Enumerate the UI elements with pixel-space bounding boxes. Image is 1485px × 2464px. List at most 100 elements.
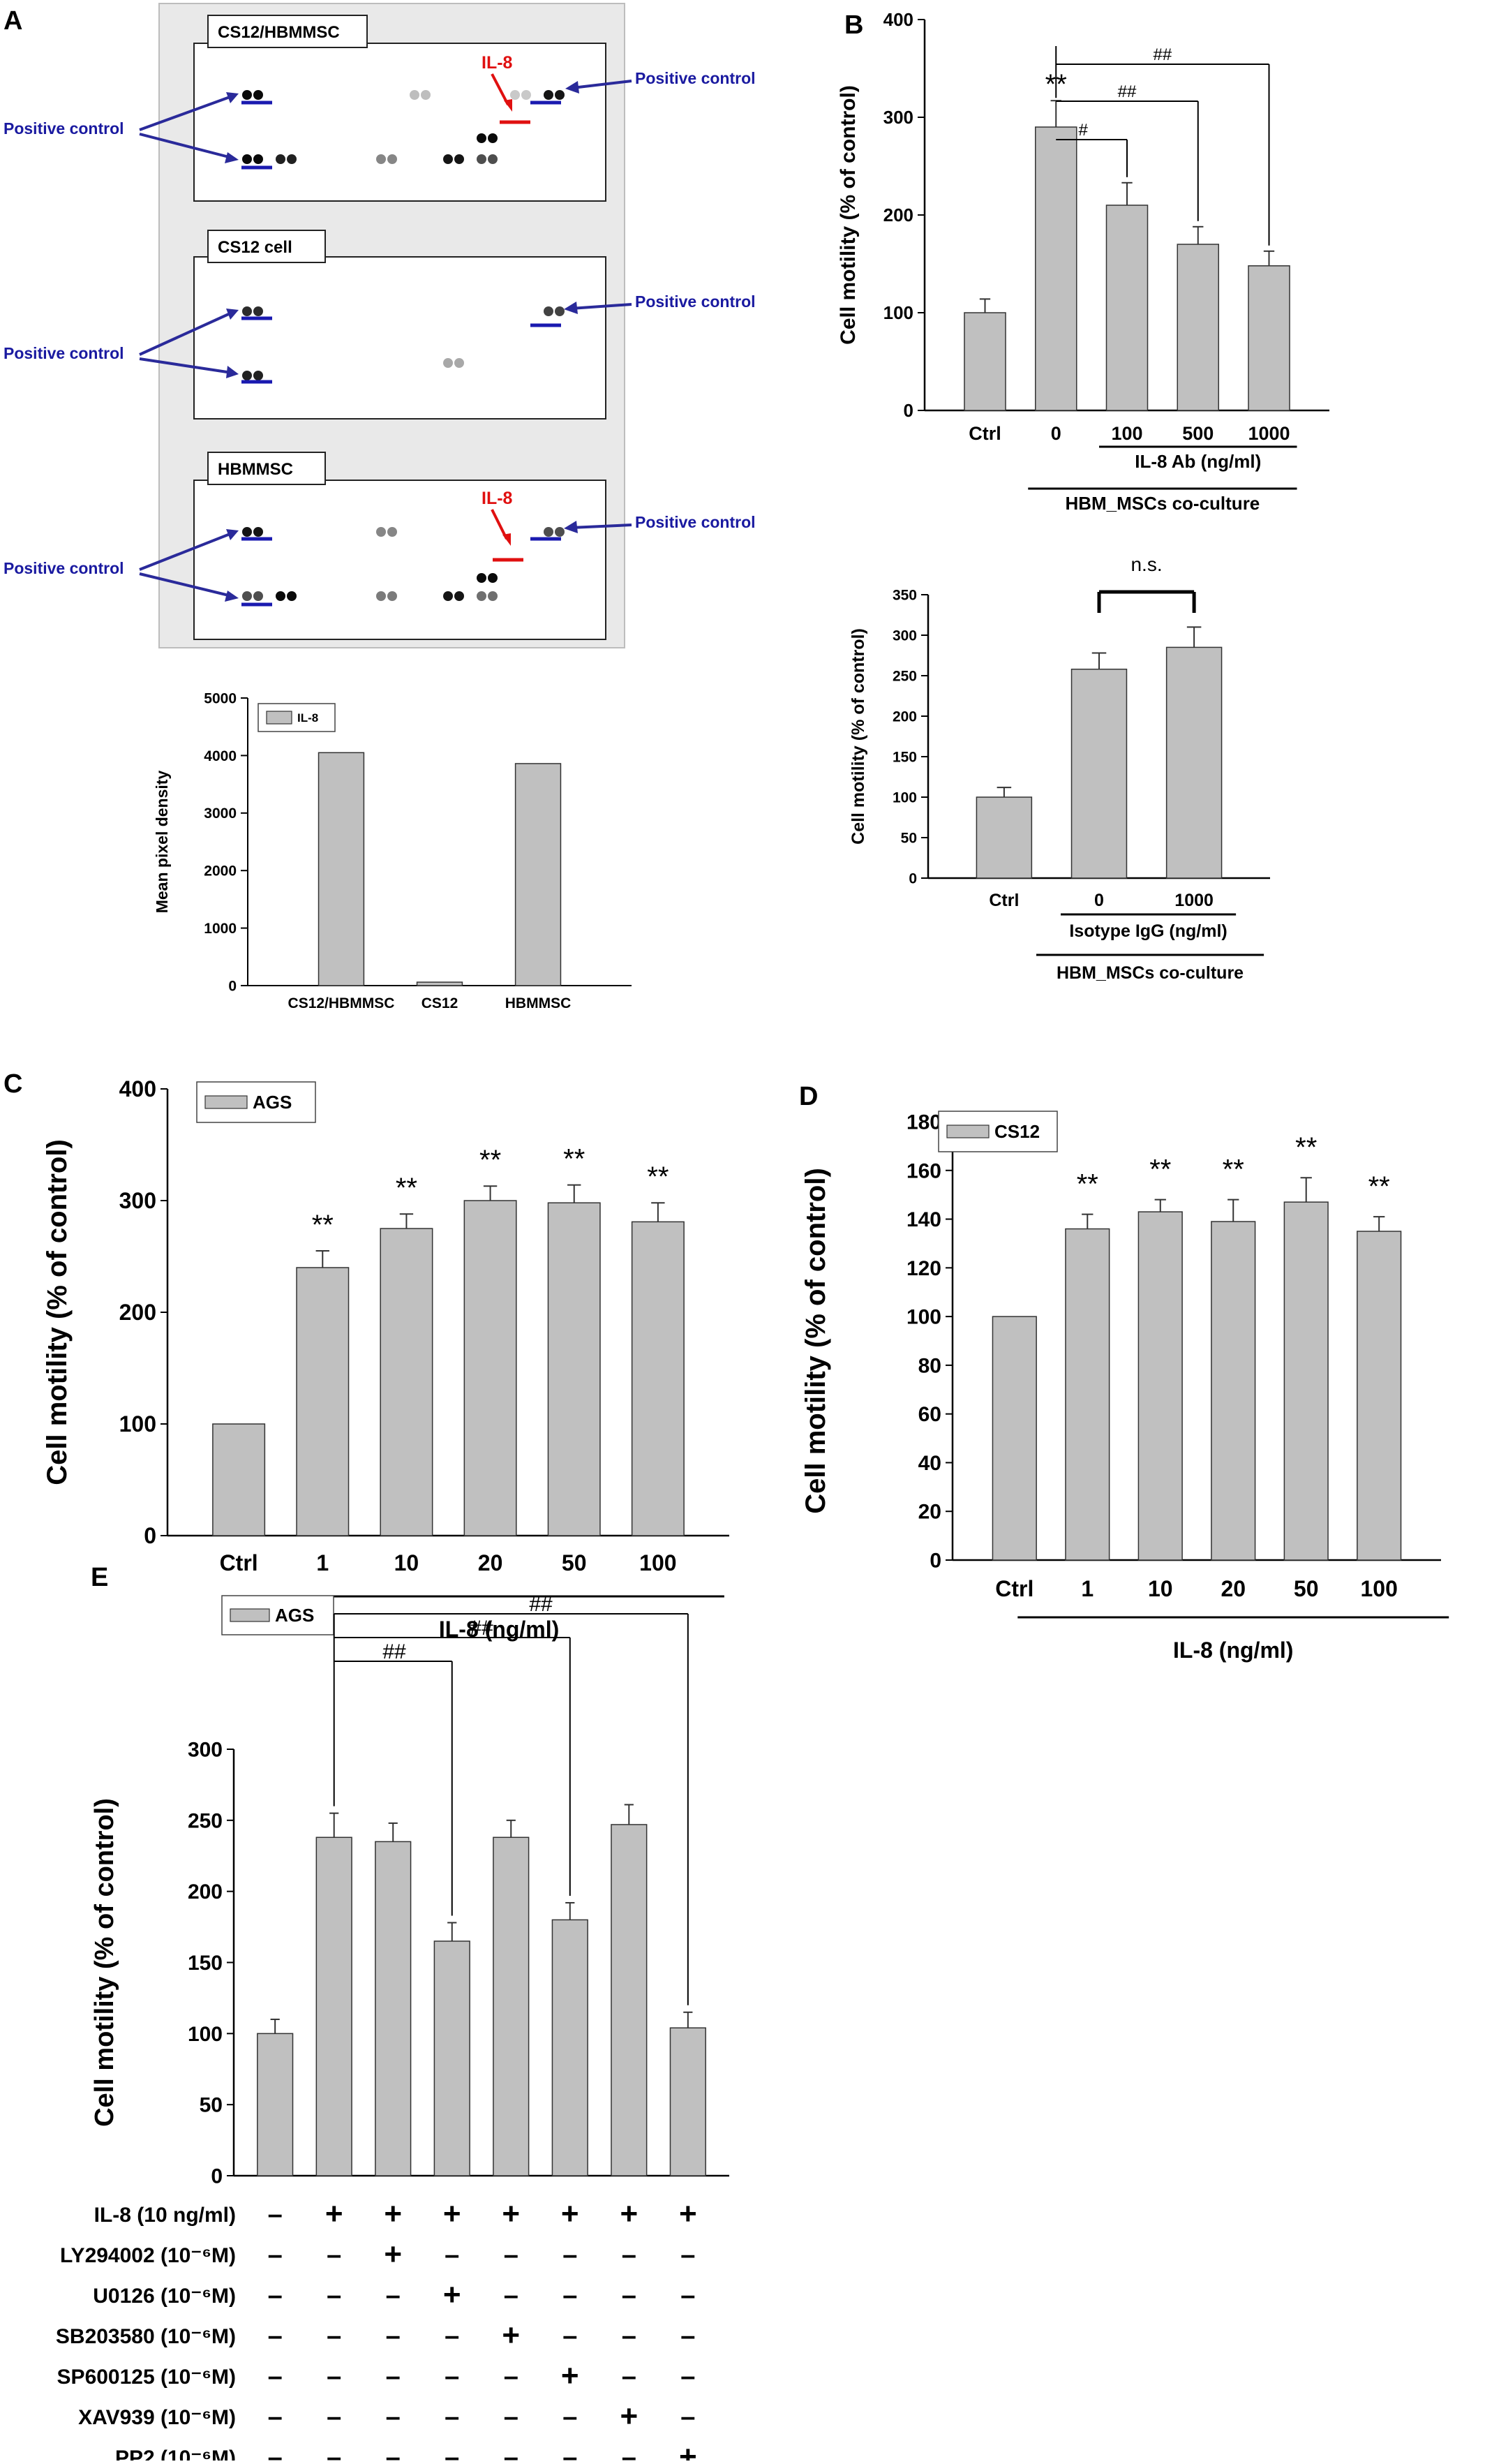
blot-spot xyxy=(443,358,453,368)
treatment-minus: – xyxy=(327,2362,341,2391)
bracket-label: ## xyxy=(382,1640,406,1663)
blot-spot xyxy=(477,133,486,143)
chart-mean-pixel-density: 0 1000 2000 3000 4000 5000 Mean pixel density C… xyxy=(153,690,632,1011)
significance-stars: ** xyxy=(647,1162,669,1192)
treatment-minus: – xyxy=(504,2241,518,2270)
y-tick-label: 140 xyxy=(906,1208,941,1231)
positive-control-label: Positive control xyxy=(635,292,756,311)
blot-spot xyxy=(287,591,297,601)
bracket-label: # xyxy=(1078,121,1088,140)
treatment-minus: – xyxy=(268,2200,283,2229)
treatment-label: LY294002 (10⁻⁶M) xyxy=(60,2244,236,2267)
panel-label-c: C xyxy=(3,1069,22,1099)
bracket-label: ## xyxy=(470,1617,493,1640)
x-tick-label: 500 xyxy=(1182,423,1214,444)
legend-label: AGS xyxy=(253,1092,292,1113)
bar xyxy=(212,1423,266,1536)
significance-stars: ** xyxy=(1149,1155,1171,1185)
il8-arrow xyxy=(491,509,508,540)
treatment-minus: – xyxy=(386,2403,401,2432)
treatment-minus: – xyxy=(680,2322,695,2351)
bar xyxy=(631,1221,685,1536)
legend-swatch xyxy=(946,1125,990,1138)
y-axis-label: Cell motility (% of control) xyxy=(800,1168,831,1514)
blot-title-box xyxy=(207,230,326,263)
y-tick-label: 0 xyxy=(228,978,237,994)
x-tick-label: CS12 xyxy=(421,995,458,1011)
x-tick-label: 100 xyxy=(1360,1576,1397,1601)
bar xyxy=(1283,1201,1329,1561)
bar xyxy=(296,1267,350,1536)
y-tick-label: 100 xyxy=(893,789,917,806)
blot-spot xyxy=(544,306,553,316)
bar xyxy=(1065,1228,1110,1561)
y-tick-label: 4000 xyxy=(204,748,237,764)
y-tick-label: 0 xyxy=(211,2165,223,2188)
treatment-minus: – xyxy=(327,2403,341,2432)
blot-spot xyxy=(253,527,263,537)
positive-control-arrow xyxy=(139,532,232,571)
arrowhead xyxy=(564,302,578,314)
bar xyxy=(611,1824,648,2176)
treatment-minus: – xyxy=(386,2443,401,2461)
blot-membrane xyxy=(193,480,606,640)
treatment-label: U0126 (10⁻⁶M) xyxy=(93,2285,236,2308)
significance-stars: ** xyxy=(312,1210,334,1240)
blot-spot xyxy=(253,371,263,380)
significance-stars: ** xyxy=(1295,1132,1317,1163)
treatment-plus: + xyxy=(620,2197,638,2231)
bar xyxy=(1357,1231,1402,1561)
arrowhead xyxy=(225,152,239,163)
panel-label-d: D xyxy=(799,1082,818,1111)
treatment-minus: – xyxy=(327,2281,341,2310)
blot-spot xyxy=(287,154,297,164)
blot-spot xyxy=(387,527,397,537)
x-tick-label: 50 xyxy=(1294,1576,1319,1601)
y-tick-label: 160 xyxy=(906,1159,941,1182)
chart-b-isotype-igg: 0 50 100 150 200 250 300 350 Cell motility (% of… xyxy=(849,554,1270,983)
bar xyxy=(315,1836,352,2176)
chart-b-il8-antibody: 0 100 200 300 400 Cell motility (% of control… xyxy=(837,9,1329,514)
blot-spot xyxy=(454,358,464,368)
positive-control-arrow xyxy=(570,524,632,529)
x-tick-label: 50 xyxy=(562,1550,587,1575)
blot-cs12-cell: CS12 cell Positive control Positive cont… xyxy=(3,230,756,420)
arrowhead xyxy=(226,309,239,320)
treatment-plus: + xyxy=(561,2197,579,2231)
treatment-minus: – xyxy=(268,2281,283,2310)
x-tick-label: 100 xyxy=(639,1550,676,1575)
blot-spots xyxy=(242,90,565,164)
x-tick-label: 20 xyxy=(1221,1576,1246,1601)
bar xyxy=(547,1202,601,1536)
il8-label: IL-8 xyxy=(482,489,513,508)
treatment-minus: – xyxy=(622,2241,636,2270)
y-tick-label: 2000 xyxy=(204,863,237,880)
blot-membrane xyxy=(193,256,606,420)
il8-arrow xyxy=(491,73,509,105)
legend-box xyxy=(258,703,336,732)
legend-swatch xyxy=(204,1095,248,1109)
panel-label-a: A xyxy=(3,6,22,36)
y-tick-label: 300 xyxy=(883,107,913,128)
positive-control-arrow xyxy=(139,357,232,374)
treatment-minus: – xyxy=(445,2362,459,2391)
significance-stars: ** xyxy=(563,1144,585,1175)
group-label: HBM_MSCs co-culture xyxy=(1057,963,1244,983)
blot-title: HBMMSC xyxy=(218,460,293,479)
treatment-label: PP2 (10⁻⁶M) xyxy=(115,2447,236,2461)
treatment-minus: – xyxy=(680,2403,695,2432)
arrowhead xyxy=(564,521,578,533)
group-label: Isotype IgG (ng/ml) xyxy=(1069,921,1227,941)
x-tick-label: 1 xyxy=(316,1550,329,1575)
positive-control-label: Positive control xyxy=(3,559,124,577)
blot-title: CS12 cell xyxy=(218,238,292,257)
y-axis-label: Cell motility (% of control) xyxy=(42,1139,73,1485)
blot-spot xyxy=(242,371,252,380)
treatment-label: SB203580 (10⁻⁶M) xyxy=(56,2325,236,2348)
y-tick-label: 50 xyxy=(200,2094,223,2117)
legend-label: AGS xyxy=(275,1605,314,1626)
y-tick-label: 120 xyxy=(906,1257,941,1280)
bar xyxy=(669,2027,706,2176)
treatment-minus: – xyxy=(680,2281,695,2310)
y-axis-label: Cell motility (% of control) xyxy=(90,1798,119,2127)
